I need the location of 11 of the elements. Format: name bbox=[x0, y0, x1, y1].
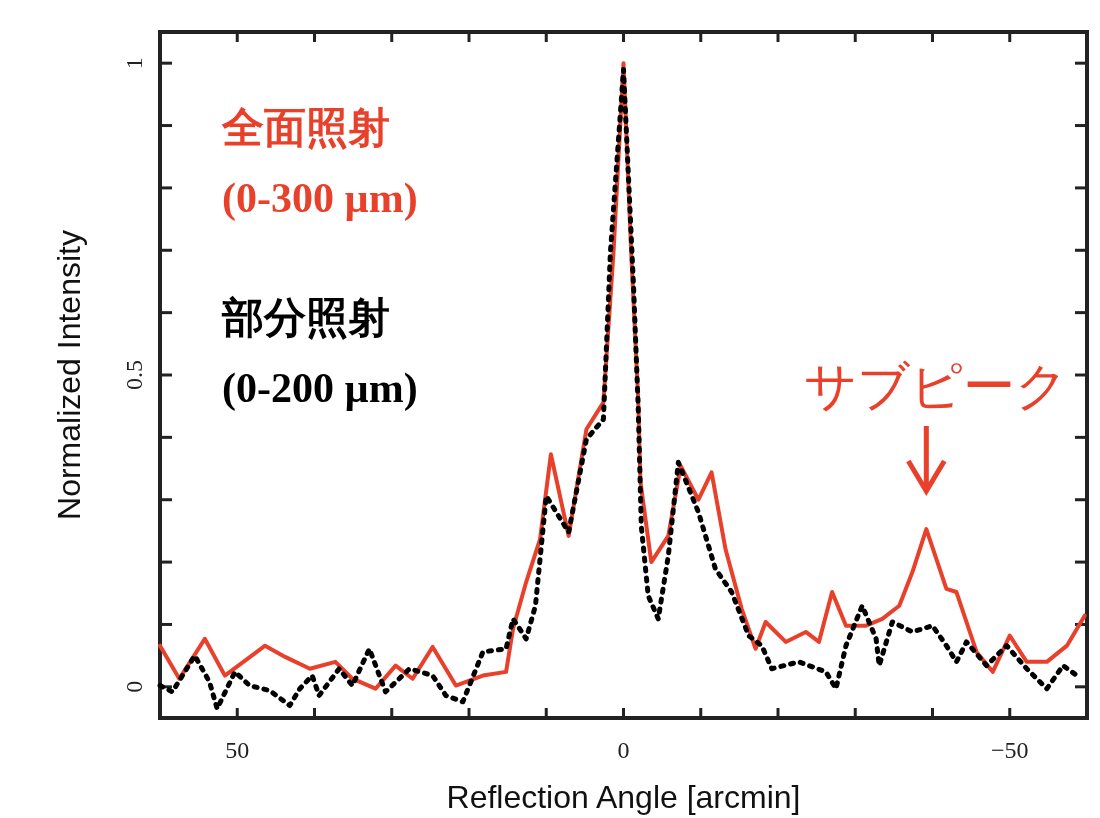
x-tick-label: −50 bbox=[990, 737, 1029, 763]
y-tick-label: 0.5 bbox=[121, 360, 147, 390]
y-tick-label: 0 bbox=[121, 680, 147, 693]
x-tick-label: 50 bbox=[225, 737, 250, 763]
annotation: サブピーク bbox=[804, 357, 1069, 496]
y-tick-label: 1 bbox=[121, 57, 147, 70]
legend: 全面照射 (0-300 µm) 部分照射 (0-200 µm) bbox=[222, 105, 418, 411]
annotation: サブピーク bbox=[804, 357, 1069, 416]
y-axis-title: Normalized Intensity bbox=[51, 230, 87, 520]
x-axis-title: Reflection Angle [arcmin] bbox=[446, 779, 801, 815]
x-tick-label: 0 bbox=[617, 737, 630, 763]
